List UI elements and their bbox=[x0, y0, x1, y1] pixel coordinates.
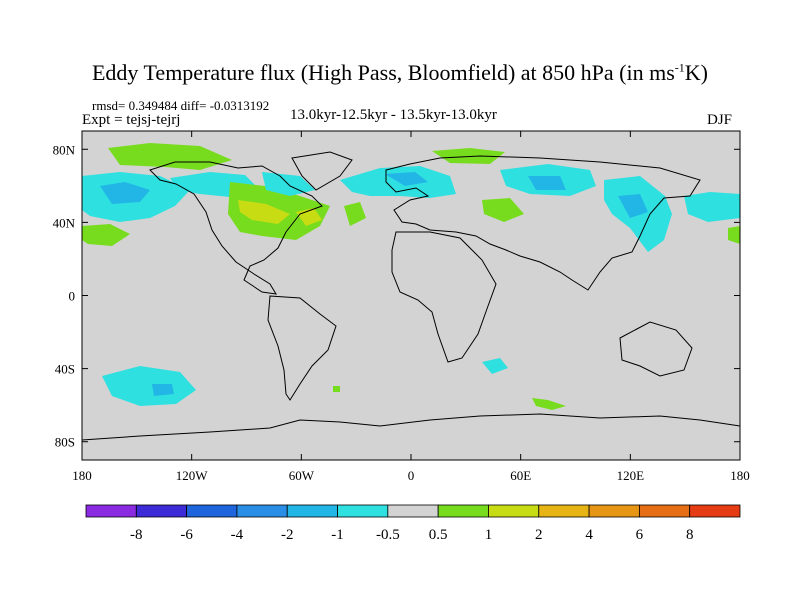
australia-coast bbox=[619, 321, 693, 377]
colorbar-label: 1 bbox=[485, 527, 493, 543]
colorbar-label: -6 bbox=[180, 527, 193, 543]
anomaly-patch bbox=[82, 224, 130, 246]
y-tick-label: 80S bbox=[55, 435, 75, 450]
x-tick-label: 120E bbox=[617, 468, 645, 483]
anomaly-patch bbox=[238, 200, 290, 224]
colorbar-swatch bbox=[638, 504, 691, 518]
anomaly-patch bbox=[108, 143, 232, 170]
colorbar-swatch bbox=[538, 504, 590, 518]
anomaly-patch bbox=[728, 226, 740, 244]
colorbar-label: -4 bbox=[231, 527, 244, 543]
colorbar-swatch bbox=[337, 504, 389, 518]
anomaly-patch bbox=[333, 386, 340, 392]
y-tick-label: 40N bbox=[53, 215, 76, 230]
coastlines bbox=[81, 151, 741, 441]
antarctica-coast bbox=[81, 413, 741, 441]
colorbar-label: -8 bbox=[130, 527, 143, 543]
anomaly-patch bbox=[532, 398, 566, 410]
colorbar-swatch bbox=[689, 504, 741, 518]
greenland-coast bbox=[291, 151, 353, 191]
anomaly-patch bbox=[296, 208, 322, 226]
anomaly-patch bbox=[482, 198, 524, 222]
axis-ticks: 180 120W 60W 0 60E 120E 180 80N 40N 0 40S 80S bbox=[53, 131, 750, 483]
plot-title: Eddy Temperature flux (High Pass, Bloomf… bbox=[91, 60, 708, 85]
anomaly-patch bbox=[432, 148, 505, 164]
anomaly-patch bbox=[528, 176, 566, 190]
anomaly-patch bbox=[482, 358, 508, 374]
x-tick-label: 180 bbox=[72, 468, 92, 483]
south-america-coast bbox=[267, 295, 337, 401]
season-label: DJF bbox=[707, 112, 733, 128]
anomaly-patch bbox=[152, 384, 174, 396]
colorbar-swatch bbox=[186, 504, 238, 518]
colorbar: -8 -6 -4 -2 -1 -0.5 0.5 1 2 4 6 8 bbox=[85, 504, 741, 543]
colorbar-swatch bbox=[488, 504, 540, 518]
y-tick-label: 80N bbox=[53, 142, 76, 157]
north-america-coast bbox=[149, 161, 323, 295]
colorbar-swatch bbox=[236, 504, 288, 518]
anomaly-fields bbox=[82, 143, 740, 410]
anomaly-patch bbox=[618, 194, 648, 218]
stats-label: rmsd= 0.349484 diff= -0.0313192 bbox=[92, 98, 270, 113]
colorbar-swatch bbox=[437, 504, 489, 518]
x-tick-label: 60W bbox=[289, 468, 315, 483]
colorbar-label: 8 bbox=[686, 527, 694, 543]
x-tick-label: 0 bbox=[408, 468, 415, 483]
colorbar-label: -0.5 bbox=[376, 527, 400, 543]
y-tick-label: 40S bbox=[55, 362, 75, 377]
colorbar-swatch bbox=[588, 504, 640, 518]
y-tick-label: 0 bbox=[69, 289, 76, 304]
colorbar-label: 2 bbox=[535, 527, 543, 543]
x-tick-label: 60E bbox=[510, 468, 531, 483]
eurasia-coast bbox=[385, 155, 701, 291]
x-tick-label: 180 bbox=[730, 468, 750, 483]
colorbar-swatch bbox=[387, 504, 439, 518]
colorbar-label: 0.5 bbox=[429, 527, 448, 543]
x-tick-label: 120W bbox=[176, 468, 209, 483]
colorbar-label: 6 bbox=[636, 527, 644, 543]
colorbar-label: -1 bbox=[331, 527, 344, 543]
anomaly-patch bbox=[684, 192, 740, 222]
period-subtitle: 13.0kyr-12.5kyr - 13.5kyr-13.0kyr bbox=[290, 107, 497, 123]
anomaly-patch bbox=[340, 166, 456, 198]
colorbar-label: 4 bbox=[585, 527, 593, 543]
anomaly-patch bbox=[344, 202, 366, 226]
colorbar-swatch bbox=[135, 504, 188, 518]
africa-coast bbox=[391, 231, 497, 363]
colorbar-label: -2 bbox=[281, 527, 294, 543]
colorbar-swatch bbox=[286, 504, 338, 518]
anomaly-patch bbox=[100, 182, 150, 204]
anomaly-patch bbox=[385, 172, 428, 186]
experiment-label: Expt = tejsj-tejrj bbox=[82, 112, 181, 128]
colorbar-swatch bbox=[85, 504, 137, 518]
anomaly-patch bbox=[102, 366, 196, 406]
